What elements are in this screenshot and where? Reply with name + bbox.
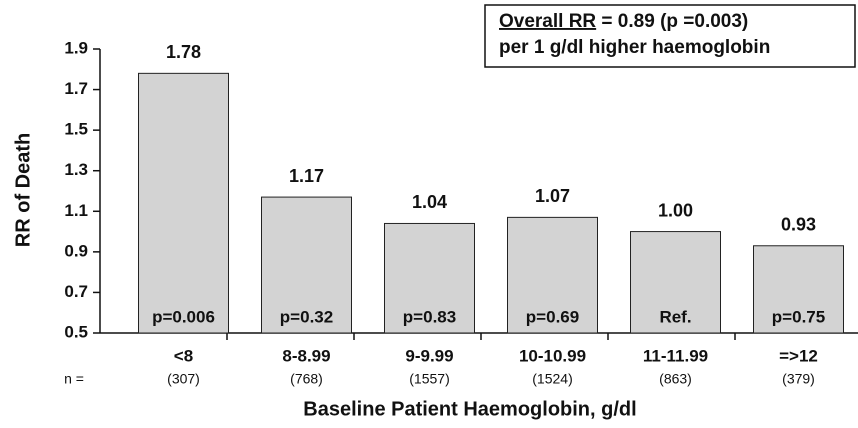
y-tick-label: 1.9 xyxy=(64,38,88,57)
y-tick-label: 1.7 xyxy=(64,79,88,98)
x-axis-title: Baseline Patient Haemoglobin, g/dl xyxy=(303,398,636,420)
n-value: (863) xyxy=(659,371,692,387)
x-tick-label: =>12 xyxy=(779,346,818,365)
annotation-rest: = 0.89 (p =0.003) xyxy=(596,11,748,32)
x-tick-label: 10-10.99 xyxy=(519,346,586,365)
value-label: 1.07 xyxy=(535,186,570,206)
n-value: (307) xyxy=(167,371,200,387)
n-value: (1524) xyxy=(532,371,572,387)
p-label: p=0.75 xyxy=(772,307,825,326)
annotation-underlined: Overall RR xyxy=(499,11,596,32)
x-tick-label: 11-11.99 xyxy=(643,346,708,365)
x-tick-label: <8 xyxy=(174,346,193,365)
n-value: (768) xyxy=(290,371,323,387)
n-label: n = xyxy=(64,371,84,387)
annotation: Overall RR = 0.89 (p =0.003) xyxy=(499,11,748,32)
bar xyxy=(630,231,721,334)
y-tick-label: 0.7 xyxy=(64,282,88,301)
x-tick-label: 9-9.99 xyxy=(405,346,453,365)
annotation-box xyxy=(484,4,856,68)
p-label: p=0.69 xyxy=(526,307,579,326)
annotation-line2: per 1 g/dl higher haemoglobin xyxy=(499,37,770,58)
value-label: 1.04 xyxy=(412,192,447,212)
y-tick-label: 1.3 xyxy=(64,160,88,179)
y-tick-label: 0.9 xyxy=(64,241,88,260)
p-label: p=0.32 xyxy=(280,307,333,326)
y-tick-label: 0.5 xyxy=(64,322,88,341)
value-label: 1.78 xyxy=(166,42,201,62)
y-tick-label: 1.5 xyxy=(64,120,88,139)
p-label: p=0.006 xyxy=(152,307,215,326)
n-value: (379) xyxy=(782,371,815,387)
y-tick-label: 1.1 xyxy=(64,201,88,220)
value-label: 1.00 xyxy=(658,200,693,220)
bar xyxy=(753,245,844,334)
p-label: Ref. xyxy=(659,307,691,326)
value-label: 0.93 xyxy=(781,215,816,235)
bar xyxy=(261,196,352,334)
p-label: p=0.83 xyxy=(403,307,456,326)
bar xyxy=(507,216,598,334)
value-label: 1.17 xyxy=(289,166,324,186)
bar xyxy=(384,222,475,334)
n-value: (1557) xyxy=(409,371,449,387)
y-axis-title: RR of Death xyxy=(12,133,34,247)
bar xyxy=(138,72,229,334)
x-tick-label: 8-8.99 xyxy=(282,346,330,365)
